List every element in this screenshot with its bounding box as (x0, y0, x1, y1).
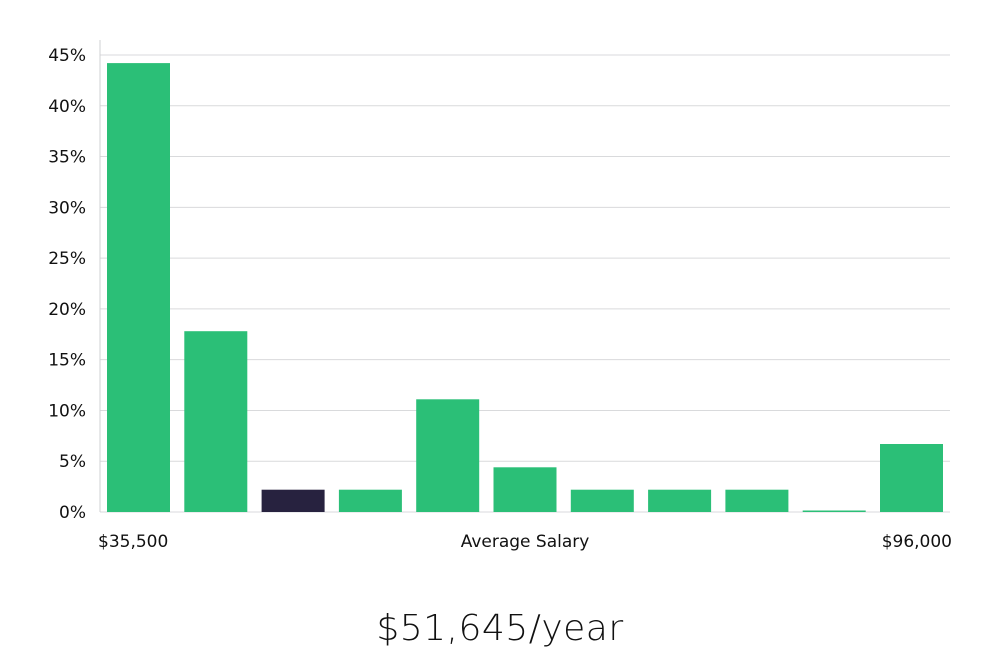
average-salary-value: $51,645/year (376, 608, 624, 649)
y-tick-label: 0% (59, 503, 86, 523)
y-tick-label: 15% (48, 351, 86, 371)
y-tick-label: 40% (48, 97, 86, 117)
bar (570, 489, 634, 512)
y-tick-label: 25% (48, 249, 86, 269)
bar-highlighted (261, 489, 325, 512)
y-tick-label: 45% (48, 46, 86, 66)
salary-histogram-chart: 0% 5% 10% 15% 20% 25% 30% 35% 40% 45% $35,500 Ave… (48, 40, 952, 552)
bar (802, 510, 866, 512)
bar (880, 444, 943, 512)
bar (184, 331, 248, 512)
bar (725, 489, 789, 512)
y-tick-label: 35% (48, 148, 86, 168)
y-axis-tick-labels: 0% 5% 10% 15% 20% 25% 30% 35% 40% 45% (48, 46, 86, 523)
y-tick-label: 30% (48, 198, 86, 218)
y-tick-label: 5% (59, 452, 86, 472)
bar (107, 63, 170, 512)
x-axis-title: Average Salary (461, 532, 590, 552)
x-axis-min-label: $35,500 (98, 532, 168, 552)
bar (416, 399, 480, 512)
x-axis-max-label: $96,000 (882, 532, 952, 552)
bar (493, 467, 557, 512)
y-tick-label: 10% (48, 401, 86, 421)
bars (107, 63, 943, 512)
bar (338, 489, 402, 512)
y-tick-label: 20% (48, 300, 86, 320)
bar (648, 489, 712, 512)
